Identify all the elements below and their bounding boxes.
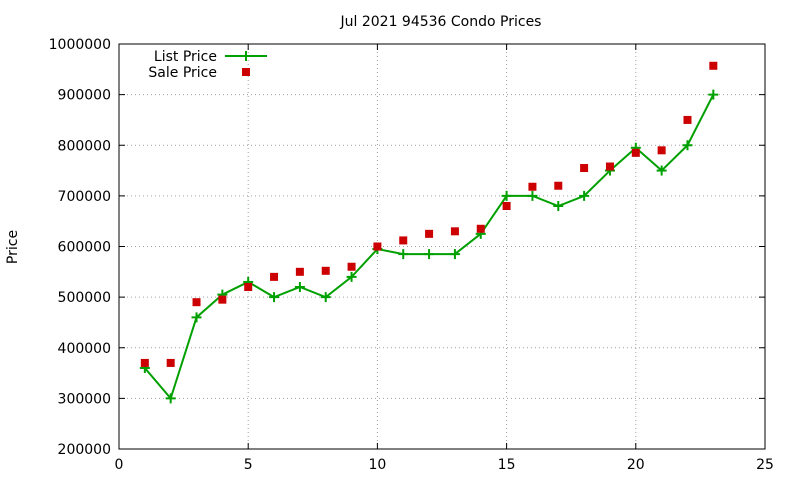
grid (119, 44, 765, 449)
y-tick-label: 400000 (58, 341, 111, 357)
y-tick-label: 900000 (58, 88, 111, 104)
data-point (140, 358, 149, 367)
data-point (527, 190, 538, 201)
y-tick-label: 600000 (58, 240, 111, 256)
data-point (191, 312, 202, 323)
x-tick-label: 25 (756, 457, 774, 473)
data-point (554, 181, 563, 190)
y-tick-label: 700000 (58, 189, 111, 205)
data-point (580, 164, 589, 173)
legend-label: List Price (154, 49, 217, 65)
x-tick-label: 10 (368, 457, 386, 473)
x-tick-label: 15 (498, 457, 516, 473)
chart-title: Jul 2021 94536 Condo Prices (340, 14, 542, 30)
data-point (321, 266, 330, 275)
x-tick-label: 20 (627, 457, 645, 473)
y-tick-label: 1000000 (49, 37, 111, 53)
data-point (683, 115, 692, 124)
data-point (165, 393, 176, 404)
data-point (631, 148, 640, 157)
data-point (424, 249, 435, 260)
data-point (682, 140, 693, 151)
axis-ticks: 200000 300000 400000 500000 600000 700000 8000… (49, 37, 774, 473)
data-point (347, 262, 356, 271)
legend-marker (242, 68, 250, 76)
data-point (528, 182, 537, 191)
data-point (398, 249, 409, 260)
data-point (294, 282, 305, 292)
legend-label: Sale Price (148, 65, 217, 81)
data-point (270, 272, 279, 281)
data-point (656, 165, 667, 176)
data-point (373, 242, 382, 251)
data-point (709, 61, 718, 70)
data-point (269, 292, 280, 303)
y-axis-label: Price (5, 230, 21, 264)
y-tick-label: 500000 (58, 290, 111, 306)
series (139, 61, 719, 404)
y-tick-label: 800000 (58, 138, 111, 154)
data-point (218, 295, 227, 304)
data-point (295, 267, 304, 276)
data-point (657, 146, 666, 155)
data-point (346, 271, 357, 282)
data-point (501, 190, 512, 201)
y-tick-label: 300000 (58, 391, 111, 407)
data-point (476, 224, 485, 233)
data-point (244, 283, 253, 291)
data-point (192, 298, 201, 307)
x-tick-label: 0 (115, 457, 124, 473)
data-point (579, 190, 590, 201)
data-point (553, 201, 564, 211)
data-point (425, 229, 434, 238)
data-point (502, 202, 511, 210)
series-1 (139, 89, 719, 404)
data-point (450, 227, 459, 236)
legend-marker (241, 51, 251, 61)
y-tick-label: 200000 (58, 442, 111, 458)
series-2 (140, 61, 718, 367)
data-point (708, 89, 719, 100)
data-point (399, 236, 408, 245)
data-point (320, 292, 331, 303)
series-line (144, 94, 715, 401)
data-point (605, 162, 614, 171)
data-point (166, 358, 175, 367)
data-point (449, 249, 460, 260)
x-tick-label: 5 (244, 457, 253, 473)
